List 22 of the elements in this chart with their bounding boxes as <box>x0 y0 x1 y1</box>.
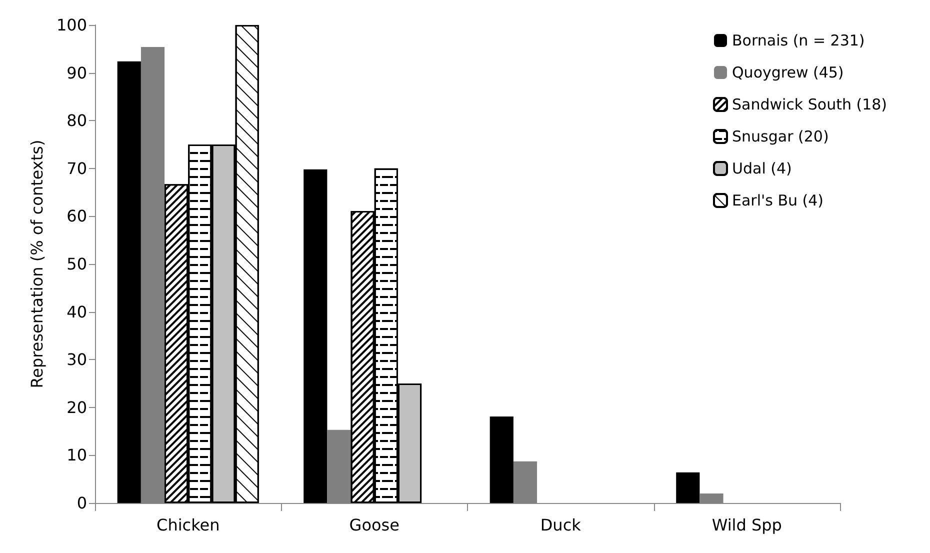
x-tick-label: Chicken <box>156 516 220 534</box>
y-tick-label: 10 <box>66 446 87 465</box>
y-tick-label: 40 <box>66 302 87 322</box>
x-tick-label: Duck <box>540 516 582 534</box>
legend-label: Sandwick South (18) <box>732 96 888 114</box>
legend-label: Earl's Bu (4) <box>732 192 824 210</box>
legend-label: Udal (4) <box>732 160 792 178</box>
y-axis-title: Representation (% of contexts) <box>28 140 46 388</box>
legend-label: Snusgar (20) <box>732 128 829 146</box>
legend-label: Bornais (n = 231) <box>732 32 865 50</box>
x-tick-label: Goose <box>349 516 400 534</box>
y-tick-label: 20 <box>66 398 87 417</box>
y-tick-label: 80 <box>66 111 87 130</box>
y-tick-label: 70 <box>66 158 87 178</box>
y-tick-label: 90 <box>66 63 87 82</box>
y-tick-label: 50 <box>66 254 87 274</box>
x-tick-label: Wild Spp <box>712 516 782 534</box>
y-tick-label: 100 <box>56 16 87 34</box>
legend-label: Quoygrew (45) <box>732 64 844 82</box>
y-tick-label: 60 <box>66 206 87 226</box>
y-tick-label: 0 <box>76 494 87 512</box>
y-tick-label: 30 <box>66 350 87 370</box>
